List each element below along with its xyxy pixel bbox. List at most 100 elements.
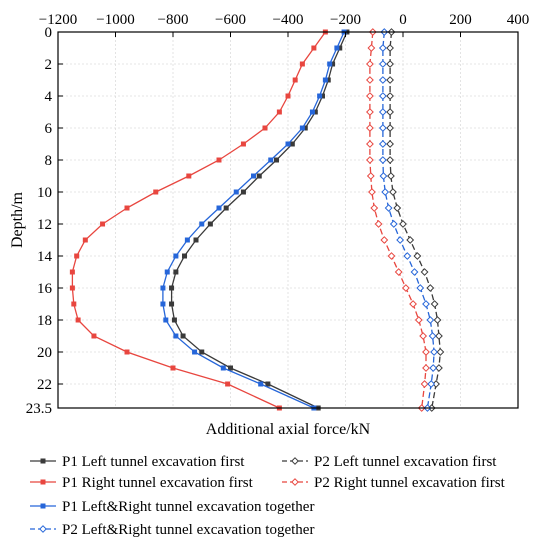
- data-point: [327, 61, 333, 67]
- data-point: [69, 285, 75, 291]
- data-point: [414, 316, 423, 324]
- data-point: [428, 332, 437, 340]
- data-point: [256, 173, 262, 179]
- data-point: [302, 125, 308, 131]
- series-line: [162, 31, 345, 409]
- data-point: [422, 364, 430, 372]
- data-point: [378, 140, 387, 148]
- data-point: [420, 268, 429, 276]
- legend-item: P2 Right tunnel excavation first: [282, 475, 506, 491]
- x-tick-label: 400: [507, 12, 530, 28]
- data-point: [386, 60, 394, 68]
- data-point: [435, 364, 443, 372]
- data-point: [366, 156, 374, 164]
- plot-series: [69, 28, 445, 412]
- data-point: [393, 204, 402, 212]
- data-point: [366, 140, 374, 148]
- data-point: [384, 204, 393, 212]
- data-point: [426, 316, 435, 324]
- data-point: [69, 269, 75, 275]
- legend-label: P1 Right tunnel excavation first: [62, 475, 254, 491]
- grid: [58, 32, 518, 408]
- data-point: [399, 220, 407, 228]
- data-point: [268, 157, 274, 163]
- series-line: [170, 31, 348, 409]
- y-tick-label: 0: [45, 25, 53, 41]
- x-tick-label: −200: [330, 12, 361, 28]
- data-point: [381, 188, 390, 196]
- data-point: [220, 365, 226, 371]
- y-tick-label: 6: [45, 121, 53, 137]
- data-point: [276, 109, 282, 115]
- y-tick-label: 16: [37, 281, 53, 297]
- data-point: [409, 300, 417, 308]
- x-tick-label: −1000: [96, 12, 134, 28]
- data-point: [394, 268, 403, 276]
- data-point: [311, 45, 317, 51]
- series-6: [378, 28, 438, 412]
- data-point: [233, 189, 239, 195]
- data-point: [193, 237, 199, 243]
- data-point: [184, 237, 190, 243]
- data-point: [368, 188, 376, 196]
- legend-label: P2 Left&Right tunnel excavation together: [62, 522, 314, 538]
- x-tick-label: 200: [449, 12, 472, 28]
- data-point: [334, 45, 340, 51]
- data-point: [378, 76, 387, 84]
- data-point: [199, 221, 205, 227]
- data-point: [223, 205, 229, 211]
- data-point: [413, 252, 422, 260]
- data-point: [100, 221, 106, 227]
- data-point: [435, 332, 443, 340]
- y-tick-label: 22: [37, 377, 52, 393]
- data-point: [366, 76, 374, 84]
- data-point: [386, 76, 394, 84]
- data-point: [82, 237, 88, 243]
- data-point: [370, 204, 379, 212]
- data-point: [40, 503, 46, 509]
- data-point: [124, 205, 130, 211]
- legend-label: P2 Right tunnel excavation first: [314, 475, 506, 491]
- data-point: [416, 284, 425, 292]
- data-point: [186, 173, 192, 179]
- data-point: [401, 284, 410, 292]
- data-point: [374, 220, 383, 228]
- data-point: [299, 61, 305, 67]
- data-point: [436, 348, 445, 356]
- legend-item: P1 Left&Right tunnel excavation together: [30, 499, 314, 515]
- x-tick-label: −800: [158, 12, 189, 28]
- data-point: [378, 156, 387, 164]
- legend: P1 Left tunnel excavation first P2 Left t…: [30, 454, 506, 538]
- data-point: [312, 109, 318, 115]
- y-axis-title: Depth/m: [9, 191, 26, 248]
- data-point: [160, 285, 166, 291]
- data-point: [291, 478, 299, 486]
- y-tick-label: 18: [37, 313, 52, 329]
- data-point: [337, 45, 343, 51]
- data-point: [422, 300, 430, 308]
- series-3: [69, 29, 328, 411]
- data-point: [366, 60, 374, 68]
- y-tick-label: 20: [37, 345, 52, 361]
- data-point: [320, 93, 325, 99]
- data-point: [192, 349, 198, 355]
- x-axis-ticks: −1200 −1000 −800 −600 −400 −200 0 200 400: [39, 12, 529, 37]
- data-point: [387, 252, 396, 260]
- data-point: [160, 301, 166, 307]
- data-point: [258, 381, 264, 387]
- x-tick-label: −400: [273, 12, 304, 28]
- data-point: [289, 141, 295, 147]
- y-tick-label: 12: [37, 217, 52, 233]
- data-point: [403, 252, 412, 260]
- data-point: [180, 333, 186, 339]
- data-point: [366, 108, 374, 116]
- data-point: [164, 269, 170, 275]
- data-point: [74, 253, 80, 259]
- data-point: [386, 124, 394, 132]
- legend-item: P1 Left tunnel excavation first: [30, 454, 245, 470]
- data-point: [285, 141, 291, 147]
- series-line: [389, 31, 442, 409]
- y-tick-label: 10: [37, 185, 52, 201]
- legend-label: P1 Left&Right tunnel excavation together: [62, 499, 314, 515]
- data-point: [396, 236, 405, 244]
